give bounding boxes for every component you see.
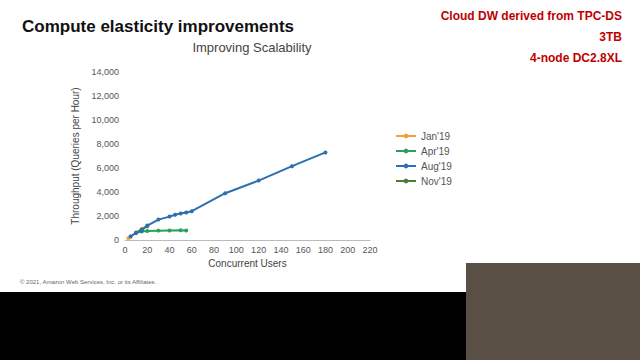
svg-text:Concurrent Users: Concurrent Users: [208, 258, 286, 269]
svg-text:0: 0: [114, 235, 119, 245]
svg-text:60: 60: [187, 245, 197, 255]
html-text:© 2021, Amazon Web Services, I: © 2021, Amazon Web Services, Inc. or its…: [20, 279, 157, 285]
svg-text:100: 100: [229, 245, 244, 255]
svg-text:Apr'19: Apr'19: [421, 146, 450, 157]
svg-text:6,000: 6,000: [96, 163, 119, 173]
svg-text:200: 200: [340, 245, 355, 255]
svg-text:220: 220: [362, 245, 377, 255]
svg-text:2,000: 2,000: [96, 211, 119, 221]
svg-text:Throughput (Queries per Hour): Throughput (Queries per Hour): [70, 87, 81, 224]
svg-text:80: 80: [209, 245, 219, 255]
svg-text:Improving Scalability: Improving Scalability: [192, 40, 312, 55]
svg-text:12,000: 12,000: [91, 91, 119, 101]
html-text:4-node DC2.8XL: 4-node DC2.8XL: [530, 51, 622, 65]
svg-text:160: 160: [296, 245, 311, 255]
html-text:3TB: 3TB: [599, 30, 622, 44]
svg-text:Aug'19: Aug'19: [421, 161, 452, 172]
html-text:Cloud DW derived from TPC-DS: Cloud DW derived from TPC-DS: [440, 9, 622, 23]
svg-text:Nov'19: Nov'19: [421, 176, 452, 187]
svg-text:10,000: 10,000: [91, 115, 119, 125]
svg-text:4,000: 4,000: [96, 187, 119, 197]
svg-text:140: 140: [273, 245, 288, 255]
svg-text:Jan'19: Jan'19: [421, 131, 451, 142]
svg-text:0: 0: [122, 245, 127, 255]
svg-text:120: 120: [251, 245, 266, 255]
svg-text:8,000: 8,000: [96, 139, 119, 149]
html-text:Compute elasticity improvement: Compute elasticity improvements: [22, 17, 295, 36]
svg-text:40: 40: [165, 245, 175, 255]
svg-text:20: 20: [142, 245, 152, 255]
svg-text:180: 180: [318, 245, 333, 255]
svg-text:14,000: 14,000: [91, 67, 119, 77]
